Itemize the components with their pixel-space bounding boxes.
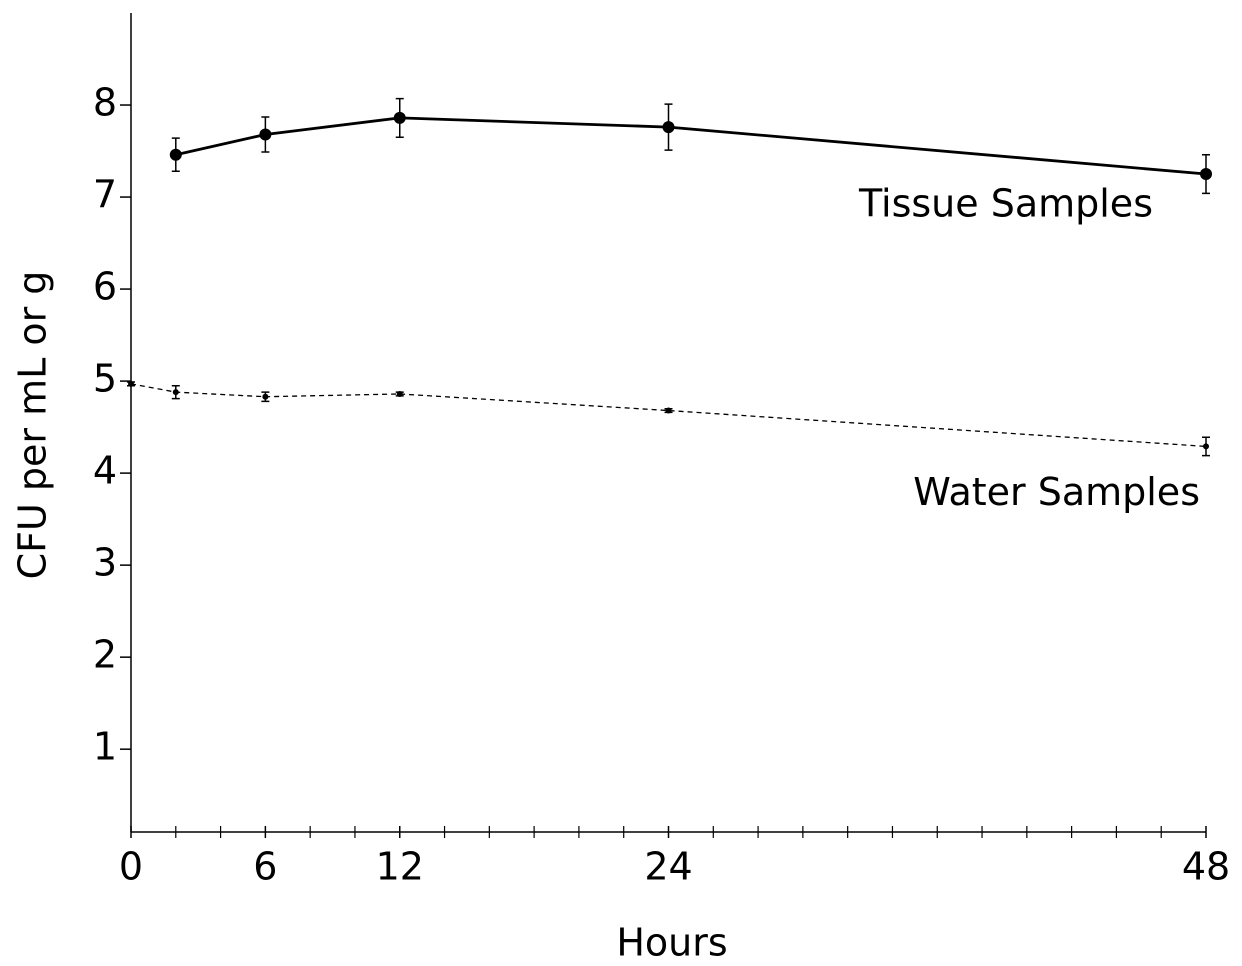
series-label: Tissue Samples	[858, 182, 1153, 226]
y-axis-title: CFU per mL or g	[11, 271, 55, 580]
data-point	[396, 390, 403, 397]
data-point	[262, 393, 269, 400]
data-point	[393, 111, 406, 124]
data-point	[1200, 168, 1212, 181]
data-point	[128, 380, 134, 387]
y-tick-label: 6	[93, 265, 117, 309]
x-tick-label: 6	[253, 845, 277, 889]
series-label: Water Samples	[913, 470, 1200, 514]
y-tick-label: 2	[93, 633, 117, 677]
data-point	[259, 128, 272, 141]
x-axis-title: Hours	[616, 921, 727, 965]
data-point	[662, 121, 675, 134]
y-tick-label: 8	[93, 81, 117, 125]
y-tick-label: 5	[93, 357, 117, 401]
series-line	[130, 383, 1207, 448]
y-tick-label: 7	[93, 173, 117, 217]
x-tick-label: 24	[644, 845, 692, 889]
data-point	[1203, 443, 1209, 450]
y-tick-label: 3	[93, 541, 117, 585]
series-line	[175, 116, 1207, 176]
data-point	[169, 148, 182, 161]
x-tick-label: 12	[376, 845, 424, 889]
y-tick-label: 4	[93, 449, 117, 493]
y-tick-label: 1	[93, 725, 117, 769]
data-point	[172, 389, 179, 396]
data-point	[665, 407, 672, 414]
x-tick-label: 0	[119, 845, 143, 889]
x-tick-label: 48	[1182, 845, 1230, 889]
